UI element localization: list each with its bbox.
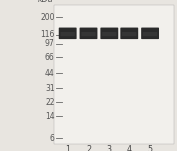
Text: 66: 66 [45, 53, 55, 61]
FancyBboxPatch shape [122, 32, 136, 36]
FancyBboxPatch shape [80, 27, 97, 39]
Text: 97: 97 [45, 39, 55, 48]
Text: 31: 31 [45, 84, 55, 93]
FancyBboxPatch shape [102, 32, 116, 36]
Text: 6: 6 [50, 134, 55, 143]
Text: 44: 44 [45, 69, 55, 78]
Text: 1: 1 [65, 145, 70, 151]
Text: 116: 116 [40, 30, 55, 39]
Text: 200: 200 [40, 13, 55, 22]
FancyBboxPatch shape [120, 27, 138, 39]
Text: 2: 2 [86, 145, 91, 151]
Bar [54, 5, 174, 144]
Text: 5: 5 [147, 145, 153, 151]
FancyBboxPatch shape [100, 27, 118, 39]
Text: 3: 3 [107, 145, 112, 151]
FancyBboxPatch shape [81, 32, 96, 36]
Text: 4: 4 [127, 145, 132, 151]
FancyBboxPatch shape [143, 32, 157, 36]
Text: 14: 14 [45, 112, 55, 121]
FancyBboxPatch shape [61, 32, 75, 36]
FancyBboxPatch shape [59, 27, 77, 39]
Text: kDa: kDa [38, 0, 54, 5]
FancyBboxPatch shape [141, 27, 159, 39]
Text: 22: 22 [45, 98, 55, 107]
